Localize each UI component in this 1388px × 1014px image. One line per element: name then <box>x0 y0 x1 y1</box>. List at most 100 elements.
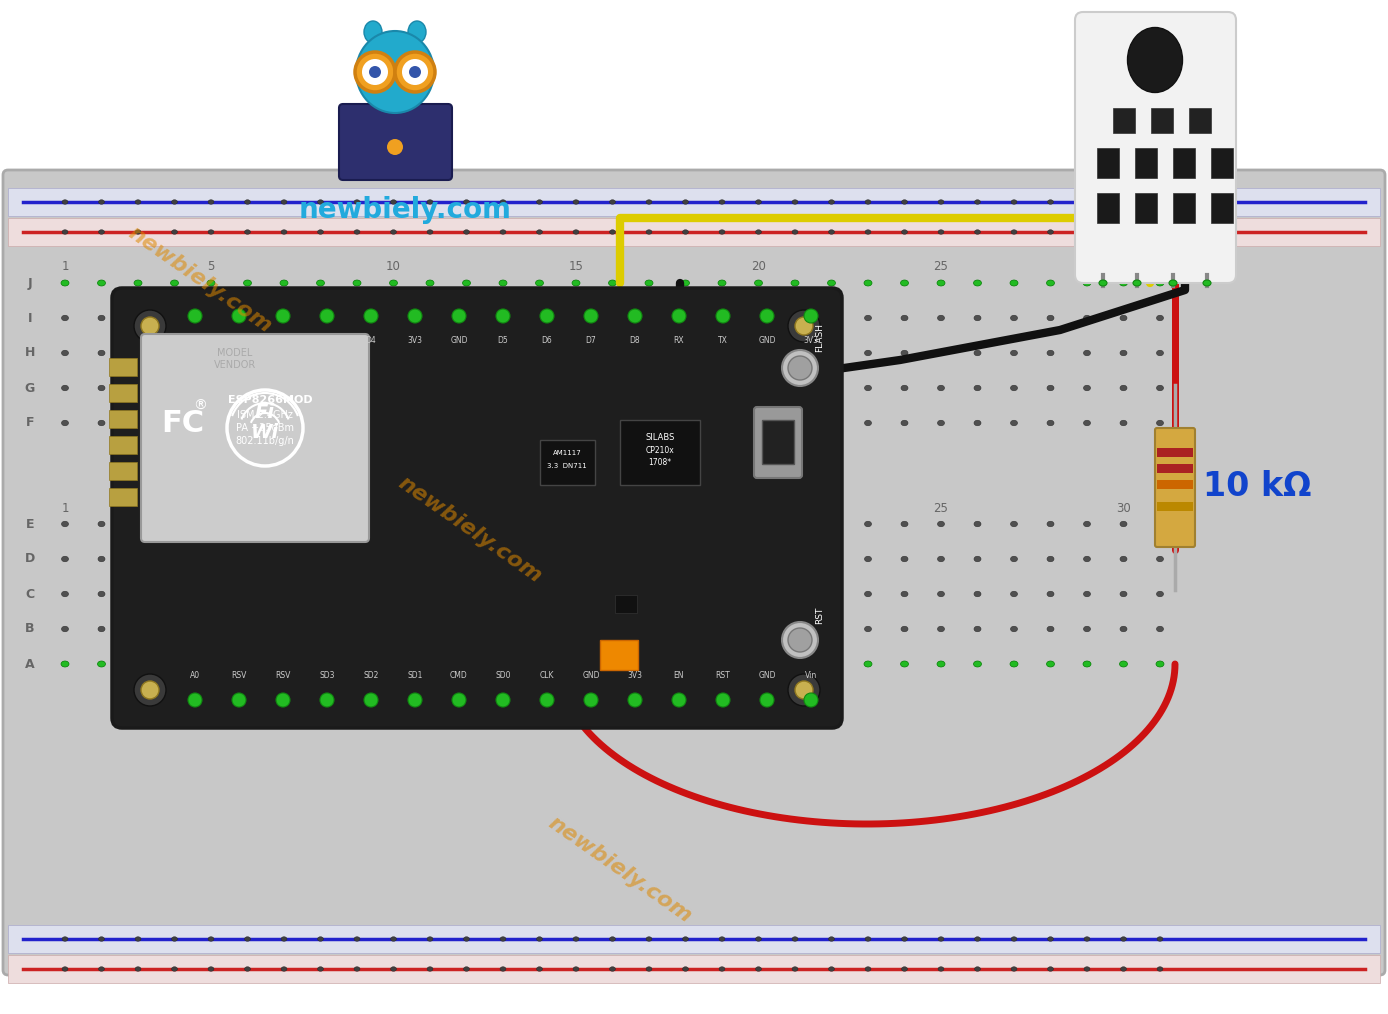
Text: CP210x: CP210x <box>645 446 675 455</box>
Ellipse shape <box>390 280 397 286</box>
Ellipse shape <box>426 350 433 356</box>
Ellipse shape <box>464 937 469 941</box>
Ellipse shape <box>1084 350 1091 356</box>
Bar <box>1113 108 1135 133</box>
Ellipse shape <box>974 627 981 632</box>
Ellipse shape <box>1158 937 1163 941</box>
Ellipse shape <box>938 937 944 941</box>
Circle shape <box>788 310 820 342</box>
Ellipse shape <box>572 661 580 667</box>
Ellipse shape <box>316 661 325 667</box>
Ellipse shape <box>645 315 652 320</box>
Ellipse shape <box>464 200 469 204</box>
Circle shape <box>276 309 290 323</box>
Text: D7: D7 <box>586 336 597 345</box>
Ellipse shape <box>901 420 908 426</box>
Ellipse shape <box>316 521 323 526</box>
Text: newbiely.com: newbiely.com <box>125 223 275 337</box>
Ellipse shape <box>1120 966 1127 971</box>
Ellipse shape <box>791 661 798 667</box>
Circle shape <box>276 693 290 707</box>
Text: SILABS: SILABS <box>645 433 675 442</box>
Text: 1708*: 1708* <box>648 458 672 467</box>
Text: D4: D4 <box>365 336 376 345</box>
Ellipse shape <box>280 315 287 320</box>
Ellipse shape <box>99 966 104 971</box>
Ellipse shape <box>682 661 690 667</box>
Ellipse shape <box>500 200 507 204</box>
Ellipse shape <box>865 230 872 234</box>
Ellipse shape <box>1099 280 1108 286</box>
Bar <box>540 440 595 485</box>
Ellipse shape <box>865 350 872 356</box>
Ellipse shape <box>974 200 980 204</box>
Ellipse shape <box>537 966 543 971</box>
Text: D: D <box>25 553 35 566</box>
Ellipse shape <box>408 21 426 43</box>
Ellipse shape <box>718 661 726 667</box>
Ellipse shape <box>171 350 178 356</box>
Ellipse shape <box>207 280 215 286</box>
Text: A: A <box>25 657 35 670</box>
Ellipse shape <box>316 420 323 426</box>
Text: 5: 5 <box>207 502 215 514</box>
Ellipse shape <box>390 661 397 667</box>
Ellipse shape <box>683 200 688 204</box>
Ellipse shape <box>974 385 981 390</box>
FancyBboxPatch shape <box>754 407 802 478</box>
Ellipse shape <box>428 966 433 971</box>
Text: CMD: CMD <box>450 671 468 680</box>
Ellipse shape <box>937 661 944 667</box>
FancyBboxPatch shape <box>3 170 1385 975</box>
Bar <box>1151 108 1173 133</box>
Ellipse shape <box>865 420 872 426</box>
Ellipse shape <box>791 521 798 526</box>
Ellipse shape <box>682 627 688 632</box>
Ellipse shape <box>390 661 397 667</box>
Text: C: C <box>25 587 35 600</box>
Ellipse shape <box>61 661 69 667</box>
Ellipse shape <box>426 661 433 667</box>
Ellipse shape <box>937 420 944 426</box>
Text: Vin: Vin <box>805 671 818 680</box>
Ellipse shape <box>974 937 980 941</box>
Circle shape <box>452 309 466 323</box>
Ellipse shape <box>354 420 361 426</box>
Text: 20: 20 <box>751 502 766 514</box>
Text: 20: 20 <box>751 261 766 274</box>
Ellipse shape <box>829 557 836 562</box>
Ellipse shape <box>316 280 323 286</box>
Ellipse shape <box>829 521 836 526</box>
Ellipse shape <box>354 627 361 632</box>
Ellipse shape <box>1010 591 1017 597</box>
Ellipse shape <box>500 627 507 632</box>
Ellipse shape <box>97 661 105 667</box>
Text: GND: GND <box>582 671 600 680</box>
Text: F: F <box>26 417 35 430</box>
Ellipse shape <box>464 420 471 426</box>
Ellipse shape <box>755 280 762 286</box>
Ellipse shape <box>464 350 471 356</box>
FancyBboxPatch shape <box>1074 12 1235 283</box>
Ellipse shape <box>793 937 798 941</box>
Text: 3V3: 3V3 <box>408 336 422 345</box>
Bar <box>8 188 1380 216</box>
Circle shape <box>788 356 812 380</box>
Ellipse shape <box>500 591 507 597</box>
Ellipse shape <box>573 230 579 234</box>
Ellipse shape <box>426 280 434 286</box>
Bar <box>110 462 137 480</box>
Ellipse shape <box>937 557 944 562</box>
Text: 3V3: 3V3 <box>627 671 643 680</box>
Text: D1: D1 <box>233 336 244 345</box>
Ellipse shape <box>1203 280 1210 286</box>
Ellipse shape <box>974 350 981 356</box>
Ellipse shape <box>99 591 105 597</box>
Text: EN: EN <box>673 671 684 680</box>
Text: ISM 2.4GHz: ISM 2.4GHz <box>237 410 293 420</box>
Ellipse shape <box>572 350 580 356</box>
Ellipse shape <box>1048 937 1053 941</box>
Ellipse shape <box>135 661 142 667</box>
Ellipse shape <box>901 591 908 597</box>
Ellipse shape <box>354 966 359 971</box>
